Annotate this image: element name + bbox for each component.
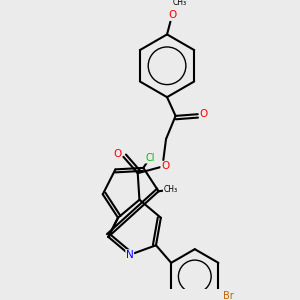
Text: O: O — [113, 149, 122, 159]
Text: N: N — [126, 250, 134, 260]
Text: CH₃: CH₃ — [163, 185, 178, 194]
Text: Cl: Cl — [145, 153, 155, 163]
Text: Br: Br — [224, 291, 234, 300]
Text: O: O — [161, 161, 169, 171]
Text: O: O — [200, 109, 208, 119]
Text: O: O — [168, 10, 176, 20]
Text: CH₃: CH₃ — [172, 0, 187, 7]
